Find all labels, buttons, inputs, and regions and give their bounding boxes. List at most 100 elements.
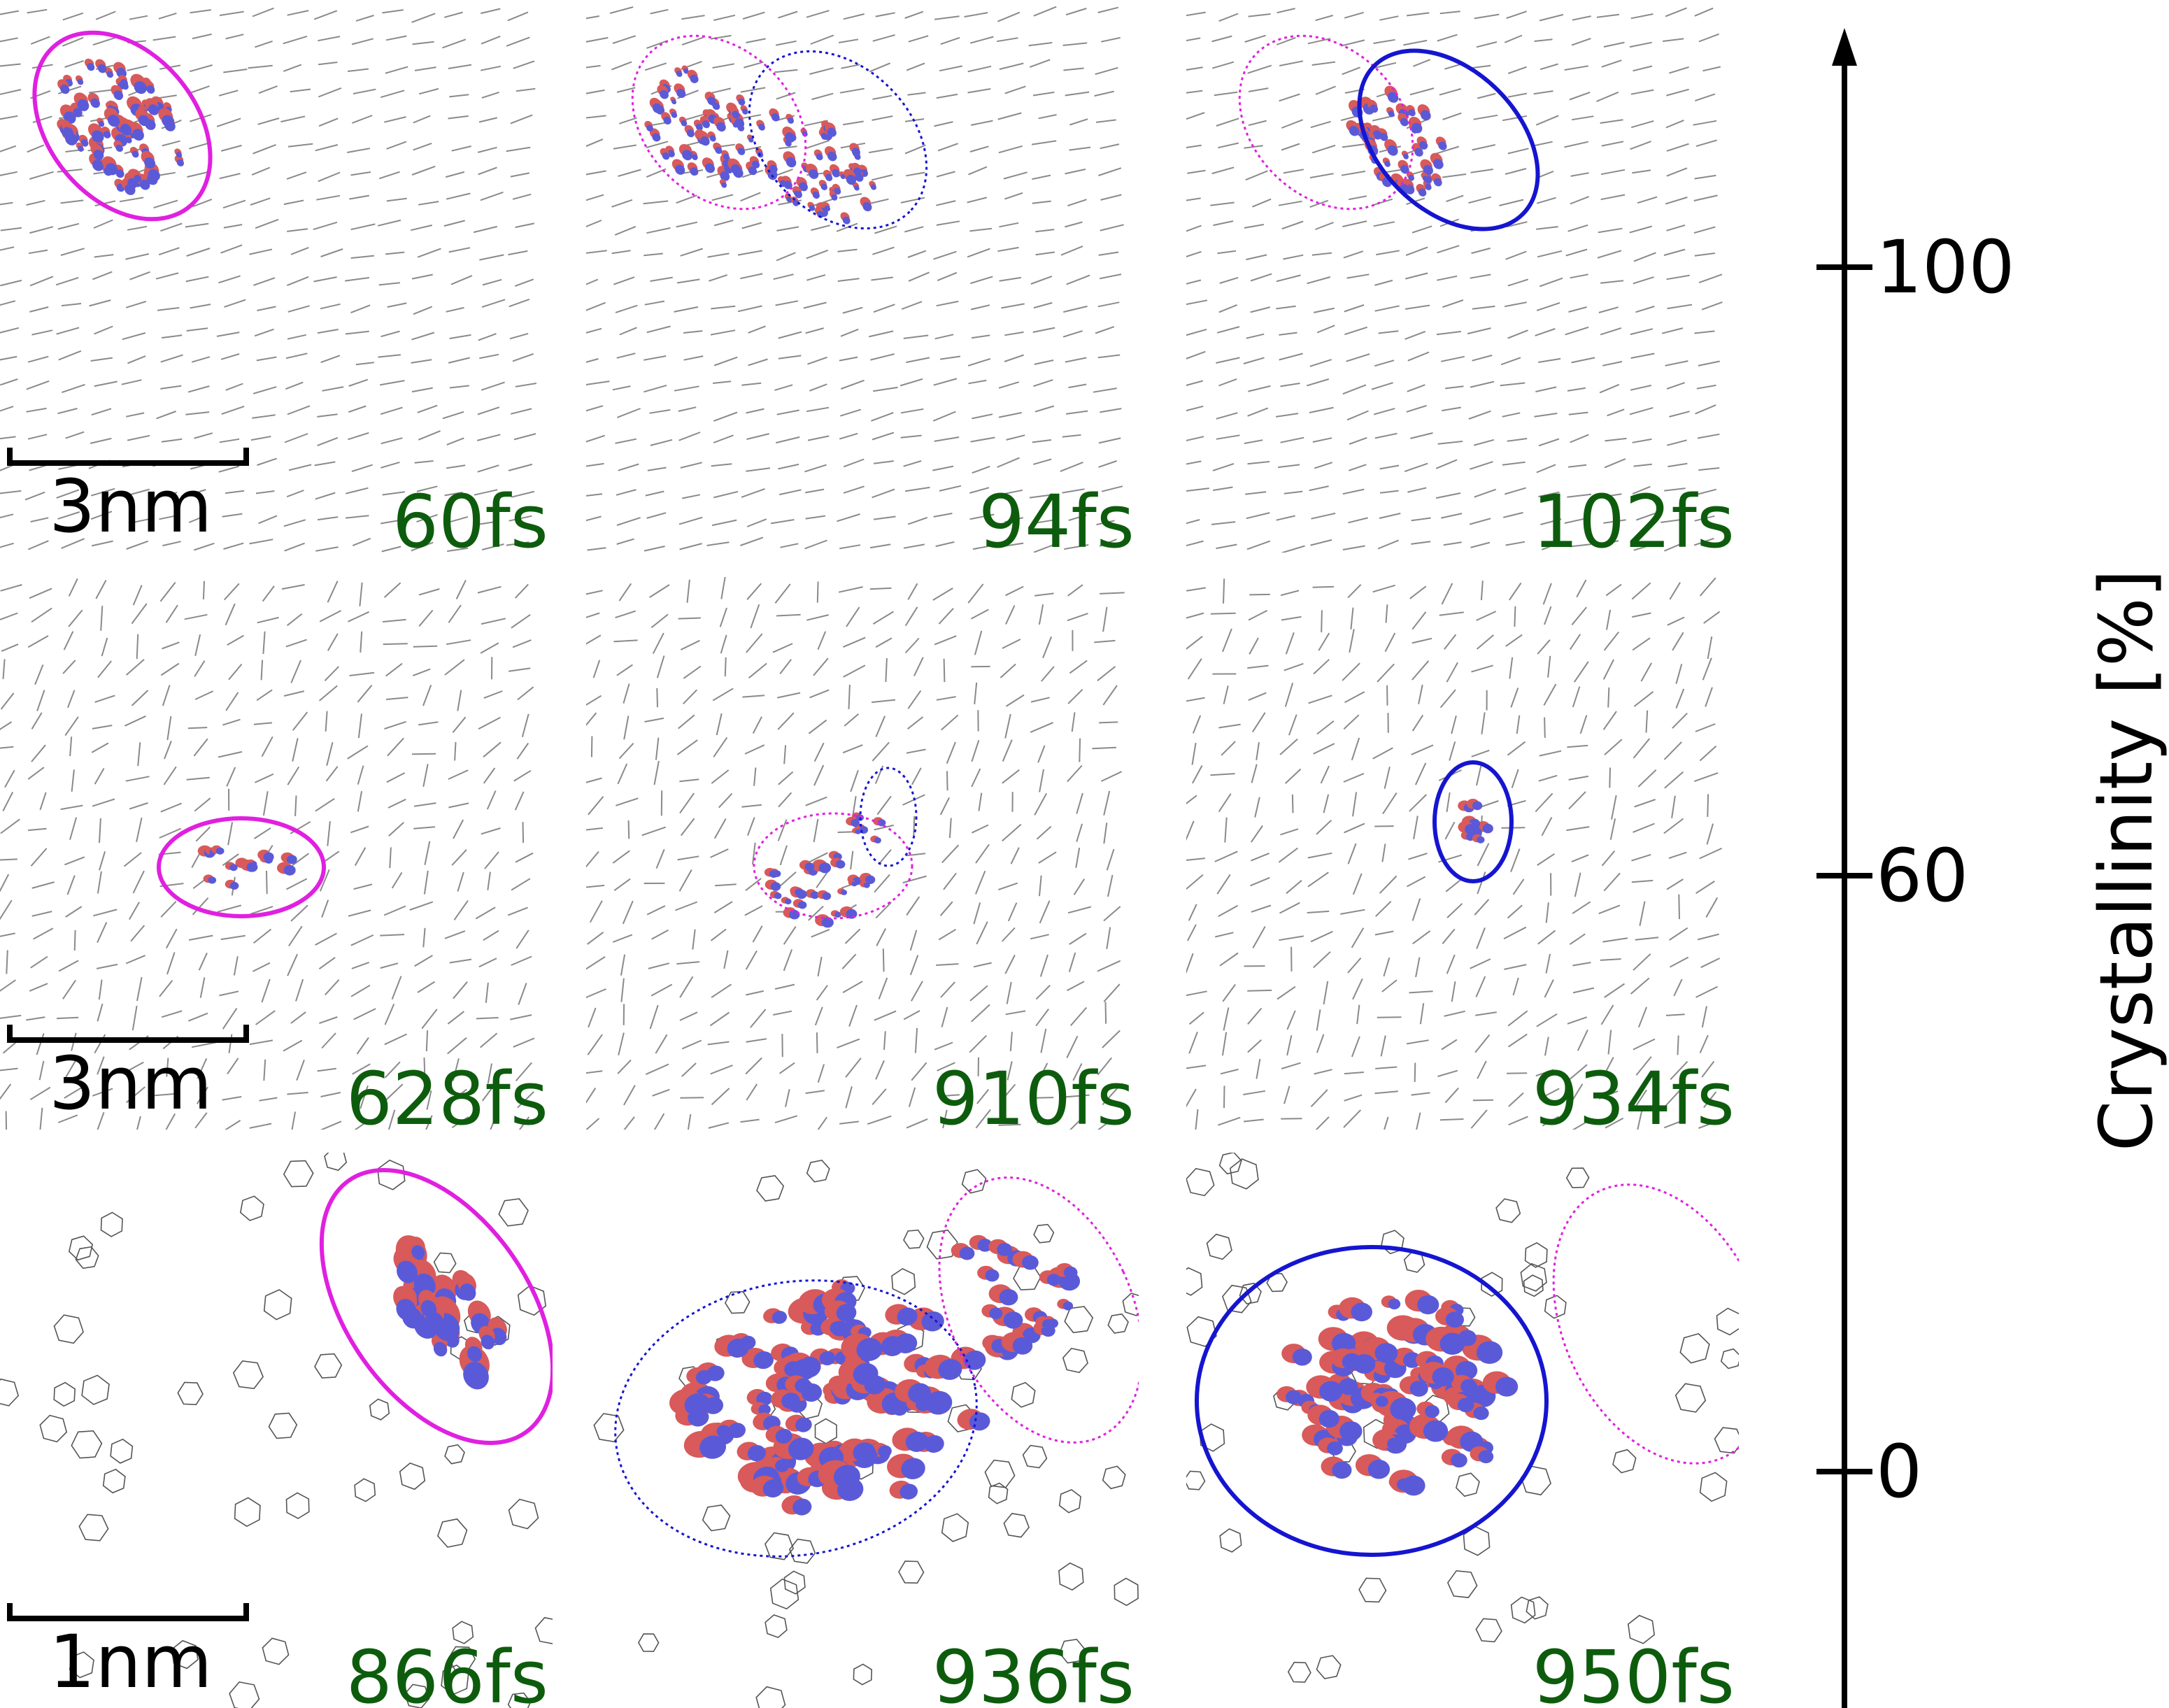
molecule-stick bbox=[1568, 411, 1588, 415]
molecule-stick bbox=[451, 1116, 469, 1129]
molecule-stick bbox=[57, 511, 80, 520]
molecule-stick bbox=[348, 378, 369, 387]
molecule-stick bbox=[483, 741, 502, 758]
molecule-stick bbox=[1411, 744, 1434, 755]
molecule-stick bbox=[97, 1111, 105, 1130]
aromatic-ring bbox=[1463, 1525, 1491, 1556]
molecule-stick bbox=[1248, 692, 1267, 702]
aromatic-ring bbox=[239, 1195, 264, 1221]
molecule-stick bbox=[1470, 958, 1491, 969]
orbital-lobe-negative bbox=[795, 1417, 812, 1432]
orbital-lobe-negative bbox=[821, 917, 834, 928]
molecule-stick bbox=[1186, 405, 1204, 412]
molecule-stick bbox=[611, 61, 632, 71]
molecule-stick bbox=[1661, 327, 1684, 334]
molecule-stick bbox=[90, 488, 115, 497]
molecule-stick bbox=[1572, 1083, 1584, 1100]
molecule-stick bbox=[1600, 119, 1623, 124]
molecule-stick bbox=[1536, 464, 1556, 474]
molecule-stick bbox=[260, 660, 264, 681]
molecule-stick bbox=[350, 934, 374, 946]
molecule-stick bbox=[413, 645, 438, 648]
molecule-stick bbox=[508, 463, 533, 471]
molecule-stick bbox=[938, 608, 954, 625]
molecule-stick bbox=[1244, 34, 1266, 43]
orbital-lobe-negative bbox=[851, 148, 860, 157]
molecule-stick bbox=[327, 633, 339, 651]
molecule-stick bbox=[1247, 64, 1272, 74]
molecule-stick bbox=[162, 641, 180, 650]
molecule-stick bbox=[2, 792, 14, 811]
molecule-stick bbox=[66, 875, 76, 895]
aromatic-ring bbox=[765, 1614, 788, 1639]
orbital-lobe-negative bbox=[905, 1431, 929, 1452]
molecule-stick bbox=[1669, 927, 1688, 941]
molecule-field bbox=[1186, 577, 1723, 1130]
orbital-lobe-negative bbox=[748, 166, 758, 176]
molecule-stick bbox=[1276, 8, 1295, 14]
aromatic-ring bbox=[232, 1360, 264, 1390]
molecule-stick bbox=[840, 408, 861, 417]
molecule-stick bbox=[1451, 715, 1457, 734]
molecule-stick bbox=[1407, 384, 1425, 392]
molecule-stick bbox=[616, 538, 634, 545]
molecule-stick bbox=[1670, 1061, 1688, 1081]
molecule-stick bbox=[1251, 904, 1272, 913]
molecule-stick bbox=[319, 869, 330, 892]
molecule-stick bbox=[1534, 413, 1558, 418]
molecule-stick bbox=[806, 249, 829, 259]
molecule-stick bbox=[1102, 1086, 1120, 1106]
molecule-stick bbox=[716, 713, 723, 736]
molecule-stick bbox=[1191, 742, 1197, 765]
molecule-stick bbox=[844, 713, 860, 727]
molecule-stick bbox=[641, 826, 667, 837]
molecule-stick bbox=[411, 165, 436, 176]
molecule-stick bbox=[450, 1088, 467, 1102]
molecule-stick bbox=[711, 519, 737, 527]
orbital-lobe-negative bbox=[1292, 1348, 1312, 1366]
molecule-stick bbox=[1635, 937, 1659, 941]
molecule-stick bbox=[1283, 1086, 1290, 1104]
molecule-stick bbox=[1632, 637, 1651, 651]
molecule-stick bbox=[1539, 1088, 1560, 1100]
molecule-stick bbox=[217, 904, 242, 913]
orbital-lobe-negative bbox=[846, 174, 857, 185]
molecule-stick bbox=[121, 379, 142, 385]
molecule-stick bbox=[1062, 434, 1081, 438]
molecule-stick bbox=[256, 689, 273, 702]
molecule-stick bbox=[353, 88, 376, 94]
molecule-stick bbox=[1067, 584, 1083, 597]
molecule-stick bbox=[1439, 611, 1464, 616]
molecule-stick bbox=[809, 383, 827, 392]
molecule-stick bbox=[1223, 1007, 1230, 1031]
time-label: 94fs bbox=[978, 479, 1135, 553]
molecule-stick bbox=[1279, 935, 1304, 941]
molecule-stick bbox=[192, 33, 212, 40]
molecule-stick bbox=[1316, 720, 1335, 735]
orbital-lobe-negative bbox=[684, 1393, 711, 1416]
molecule-stick bbox=[586, 695, 602, 706]
molecule-stick bbox=[1411, 517, 1431, 522]
molecule-stick bbox=[587, 547, 606, 551]
molecule-stick bbox=[1629, 406, 1654, 415]
molecule-stick bbox=[778, 489, 802, 496]
molecule-stick bbox=[997, 112, 1022, 120]
orbital-lobe-negative bbox=[799, 182, 808, 192]
molecule-stick bbox=[618, 117, 637, 124]
molecule-stick bbox=[997, 246, 1019, 252]
molecule-stick bbox=[507, 11, 529, 22]
molecule-stick bbox=[477, 464, 499, 473]
molecule-stick bbox=[1349, 629, 1355, 653]
molecule-stick bbox=[1630, 328, 1654, 336]
molecule-stick bbox=[1541, 817, 1553, 837]
molecule-stick bbox=[1568, 1064, 1588, 1081]
aromatic-ring bbox=[1481, 1272, 1503, 1297]
molecule-stick bbox=[1537, 853, 1555, 866]
molecule-stick bbox=[619, 327, 637, 336]
molecule-stick bbox=[447, 547, 469, 553]
molecule-stick bbox=[871, 276, 893, 281]
molecule-stick bbox=[586, 590, 603, 595]
molecule-stick bbox=[1344, 1072, 1364, 1075]
molecule-stick bbox=[837, 248, 858, 252]
aromatic-ring bbox=[441, 1664, 469, 1695]
